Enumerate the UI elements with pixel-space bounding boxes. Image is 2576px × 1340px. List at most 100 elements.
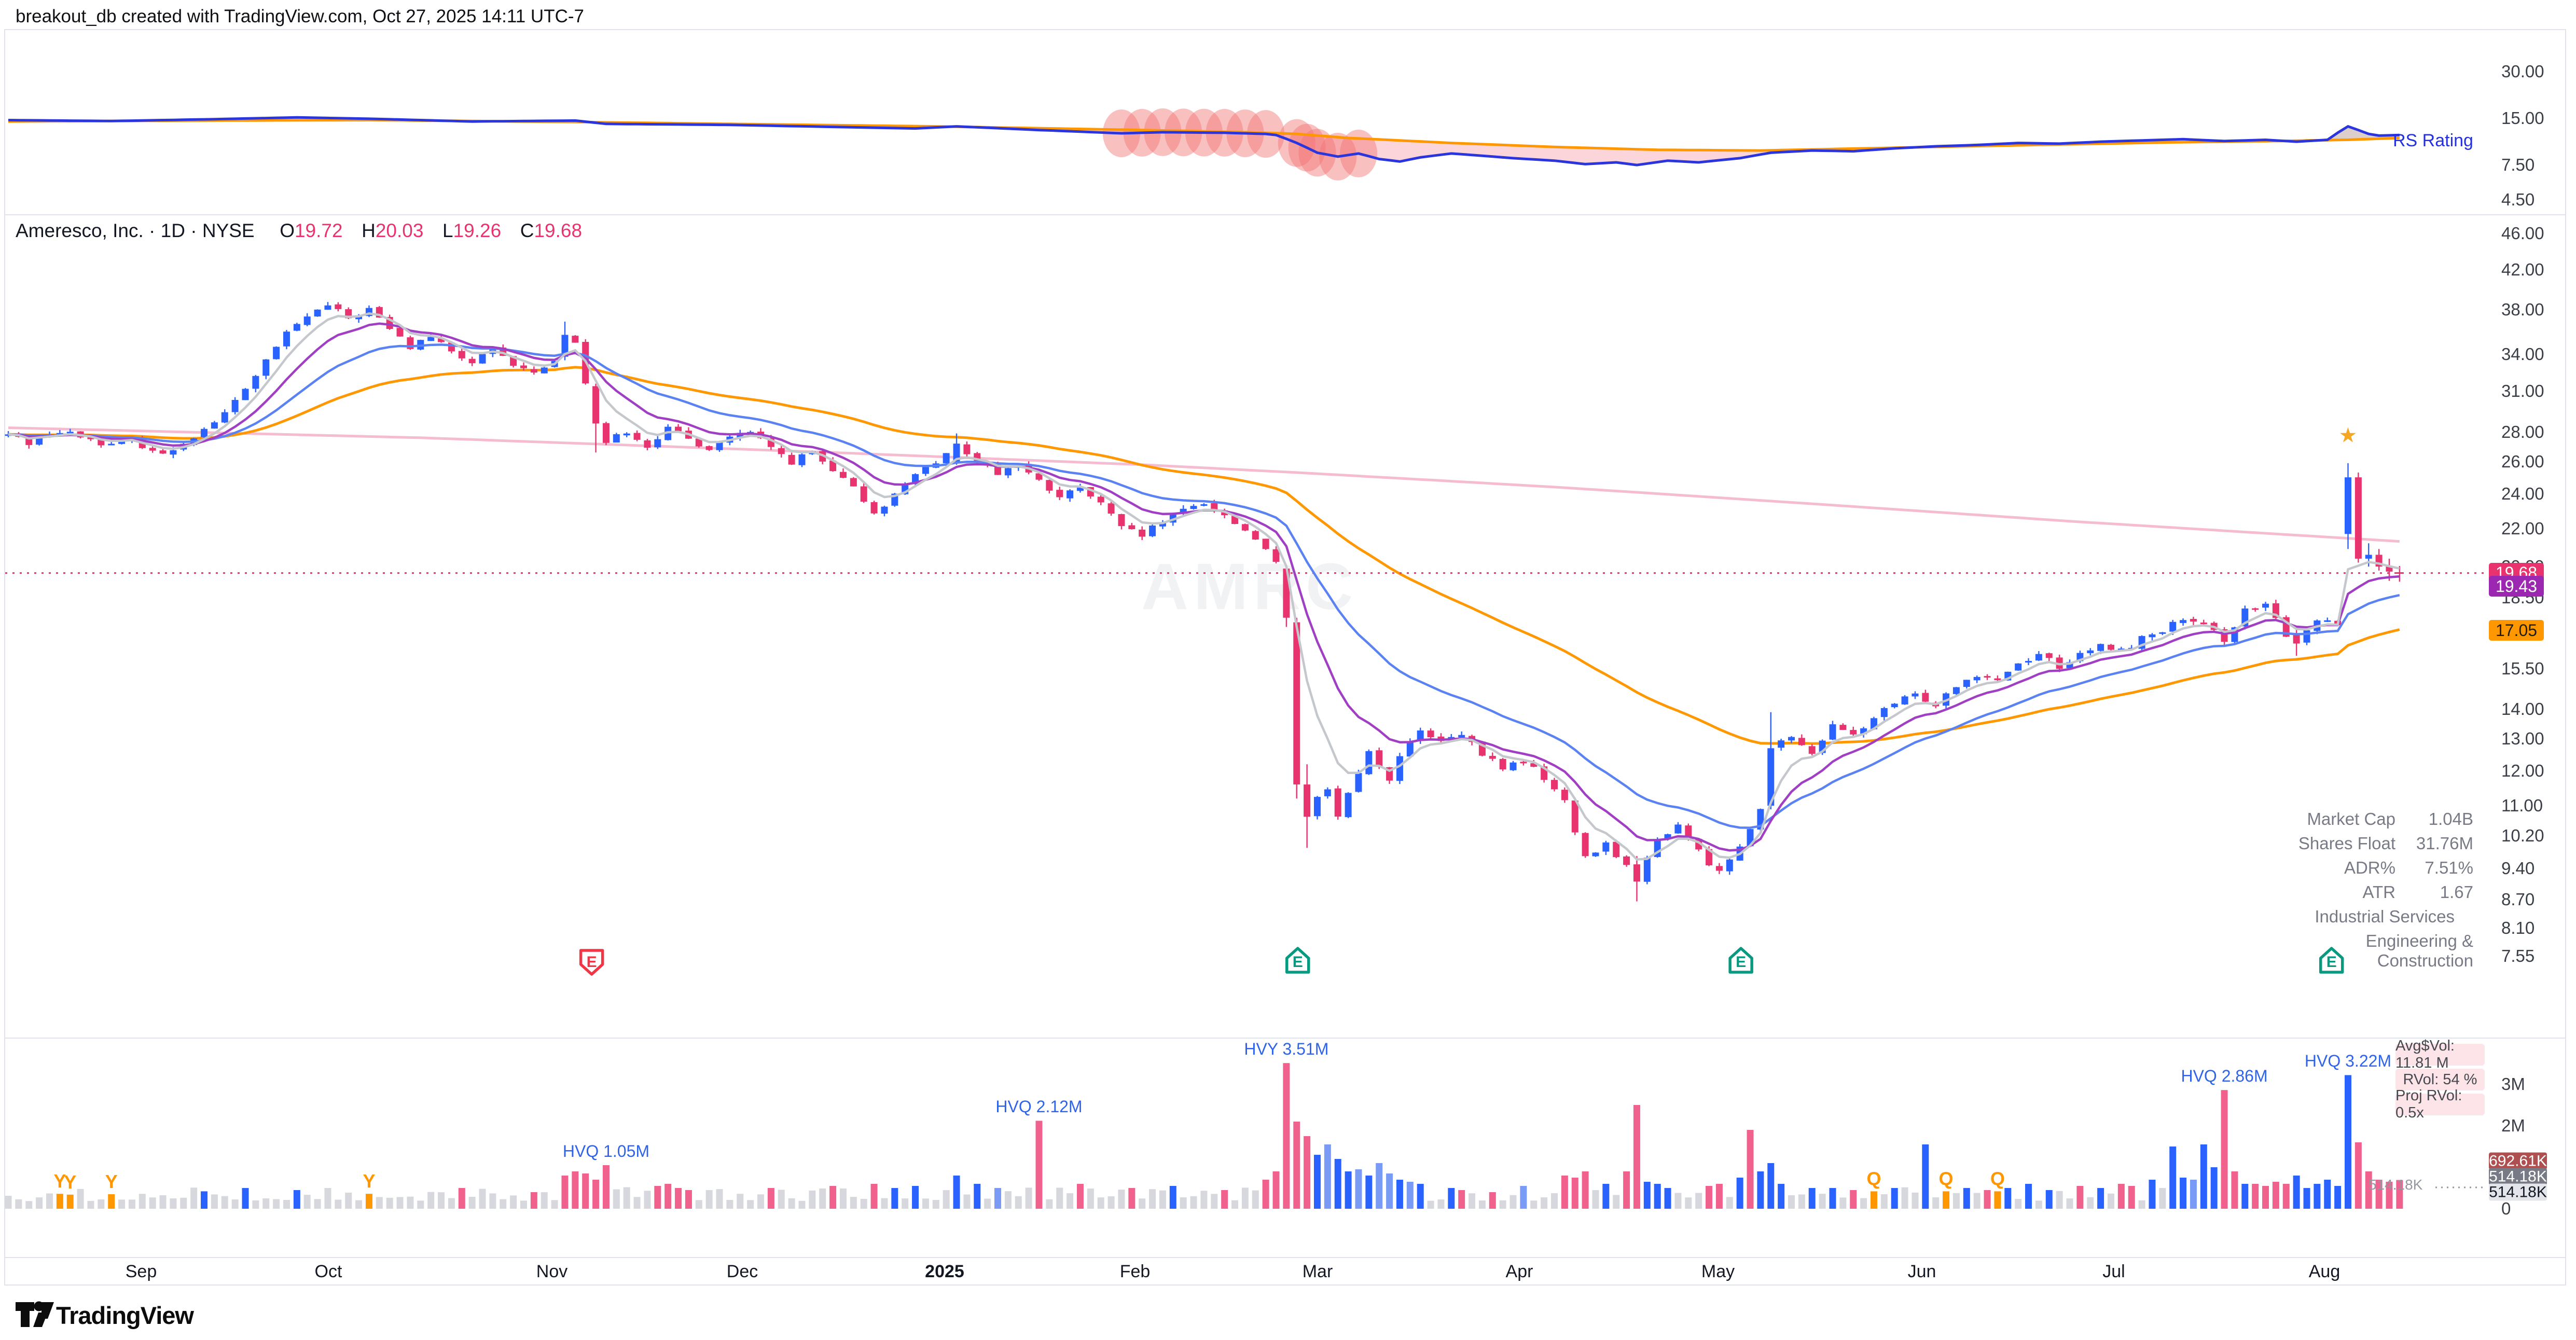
volume-bar <box>1706 1186 1713 1209</box>
volume-bar <box>1015 1196 1022 1209</box>
earnings-badge-icon <box>579 949 604 976</box>
volume-bar <box>1994 1191 2001 1209</box>
candle-body <box>541 367 548 374</box>
volume-bar <box>2221 1090 2228 1209</box>
time-axis-label: Jul <box>2102 1262 2125 1281</box>
volume-bar <box>541 1192 548 1209</box>
volume-bar <box>1097 1197 1104 1209</box>
tradingview-logo-icon[interactable] <box>15 1297 55 1333</box>
volume-bar <box>1541 1197 1548 1209</box>
volume-bar <box>839 1188 847 1209</box>
tradingview-wordmark[interactable]: TradingView <box>56 1302 194 1329</box>
price-scale-separator[interactable] <box>2565 29 2566 1286</box>
stat-label: ATR <box>2362 882 2395 902</box>
candle-body <box>860 486 867 502</box>
candle-body <box>1313 797 1321 817</box>
volume-bar <box>1664 1188 1671 1209</box>
time-axis-top-border <box>4 1257 2566 1258</box>
high-volume-label: HVQ 2.12M <box>995 1097 1083 1116</box>
volume-bar <box>489 1193 496 1209</box>
symbol-name[interactable]: Ameresco, Inc. <box>16 220 144 241</box>
candle-body <box>273 347 280 360</box>
volume-bar <box>1623 1171 1630 1209</box>
volume-bar <box>1355 1169 1362 1209</box>
volume-bar <box>1107 1196 1115 1209</box>
candle-body <box>2045 653 2053 658</box>
volume-bar <box>211 1194 218 1209</box>
candle-body <box>2107 644 2114 650</box>
volume-bar <box>417 1200 424 1209</box>
volume-bar <box>1726 1197 1733 1209</box>
volume-bar <box>1067 1193 1074 1209</box>
time-axis-label: Oct <box>314 1262 342 1281</box>
candle-body <box>1262 538 1269 549</box>
symbol-watermark: AMRC <box>1141 550 1358 623</box>
volume-bar <box>943 1190 950 1209</box>
volume-bar <box>726 1199 733 1209</box>
time-axis-label: Mar <box>1302 1262 1333 1281</box>
volume-bar <box>1489 1192 1496 1209</box>
volume-bar <box>2386 1182 2393 1209</box>
candle-body <box>66 432 74 434</box>
rs-rating-label[interactable]: RS Rating <box>2393 131 2473 150</box>
main-volume-divider[interactable] <box>4 1038 2566 1039</box>
volume-bar <box>1530 1200 1538 1209</box>
candle-body <box>644 440 651 448</box>
volume-bar <box>747 1200 754 1209</box>
volume-bar <box>829 1186 837 1209</box>
time-axis-label: Sep <box>125 1262 157 1281</box>
candle-body <box>2180 620 2187 623</box>
volume-bar <box>1736 1178 1743 1209</box>
candle-body <box>1355 773 1362 792</box>
volume-bar <box>922 1198 929 1209</box>
candle-body <box>1891 703 1898 708</box>
volume-bar <box>932 1199 939 1209</box>
candle-body <box>1231 516 1239 524</box>
candle-body <box>1406 741 1414 757</box>
breakout-star-icon: ★ <box>2339 424 2358 447</box>
volume-bar <box>2076 1186 2084 1209</box>
volume-bar <box>1417 1184 1424 1209</box>
symbol-info-line[interactable]: Ameresco, Inc. · 1D · NYSE O19.72 H20.03… <box>16 220 582 242</box>
candle-body <box>1376 750 1383 767</box>
volume-bar <box>1602 1184 1610 1209</box>
volume-bar <box>1046 1199 1053 1209</box>
panel-left-border <box>4 29 5 1286</box>
volume-bar <box>2117 1184 2125 1209</box>
volume-bar <box>201 1191 208 1209</box>
volume-bar <box>386 1197 393 1209</box>
volume-bar <box>1901 1187 1908 1209</box>
volume-bar <box>530 1192 537 1209</box>
candle-body <box>1984 676 1991 678</box>
volume-bar <box>2015 1199 2022 1209</box>
volume-bar <box>1984 1190 1991 1209</box>
volume-bar <box>1561 1176 1568 1209</box>
price-tick-label: 26.00 <box>2501 451 2544 471</box>
time-axis-bottom-border <box>4 1284 2566 1286</box>
volume-bar <box>108 1194 115 1209</box>
candle-body <box>613 434 620 443</box>
timeframe[interactable]: 1D <box>160 220 185 241</box>
volume-bar <box>159 1195 167 1209</box>
rs-rating-line <box>8 116 2400 167</box>
candle-body <box>1963 680 1970 687</box>
volume-bar <box>633 1197 641 1209</box>
volume-bar <box>500 1199 507 1209</box>
volume-bar <box>1767 1163 1775 1209</box>
volume-bar <box>1159 1190 1166 1209</box>
volume-bar <box>221 1196 228 1209</box>
candle-body <box>438 338 445 342</box>
volume-bar <box>1778 1184 1785 1209</box>
candle-body <box>1499 758 1506 770</box>
candle-body <box>1643 858 1651 882</box>
candle-body <box>1994 678 2001 681</box>
volume-bar <box>1747 1130 1754 1209</box>
candle-body <box>293 324 300 331</box>
candle-body <box>1489 756 1496 759</box>
candle-body <box>427 337 435 341</box>
rs-main-divider[interactable] <box>4 214 2566 215</box>
candle-body <box>1159 522 1166 527</box>
volume-bar <box>407 1196 414 1209</box>
candle-body <box>118 440 126 444</box>
